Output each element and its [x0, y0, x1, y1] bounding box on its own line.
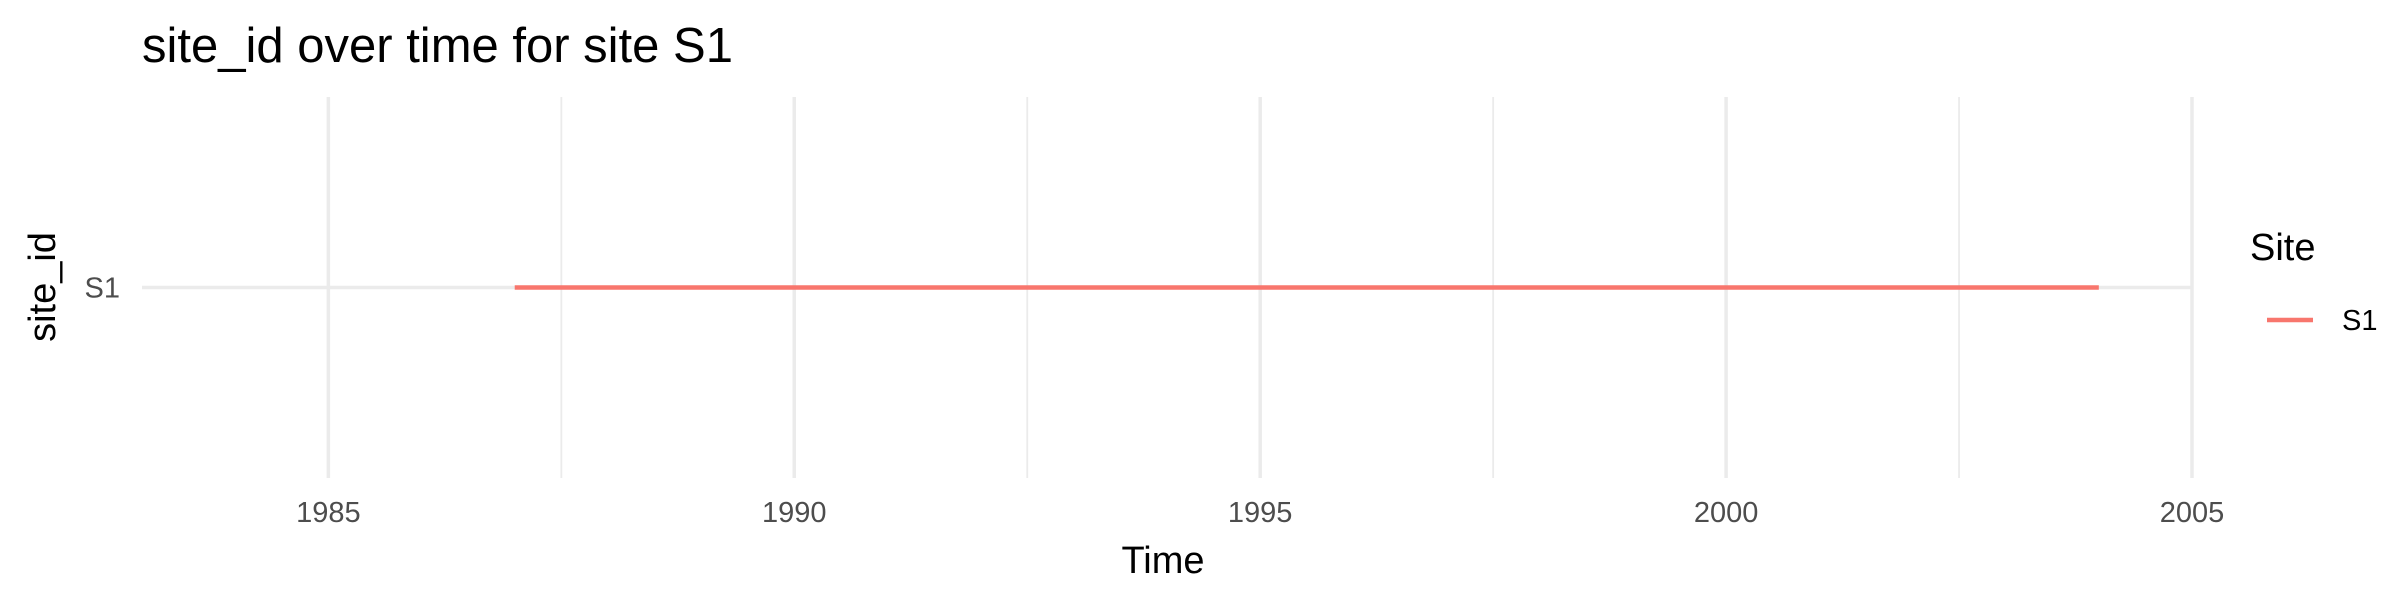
x-tick-label: 2005 [2160, 497, 2225, 529]
legend: Site S1 [2250, 227, 2377, 337]
x-tick-label: 1990 [762, 497, 827, 529]
x-tick-label: 2000 [1694, 497, 1759, 529]
y-axis: S1 [85, 273, 120, 305]
x-tick-label: 1995 [1228, 497, 1293, 529]
legend-label-S1: S1 [2342, 305, 2377, 337]
plot-panel [142, 97, 2194, 478]
legend-title: Site [2250, 227, 2315, 269]
legend-items: S1 [2267, 305, 2377, 337]
x-tick-label: 1985 [296, 497, 361, 529]
y-tick-label: S1 [85, 273, 120, 305]
y-axis-title: site_id [22, 232, 64, 342]
x-axis: 1985 1990 1995 2000 2005 [296, 497, 2224, 529]
x-axis-title: Time [1121, 540, 1204, 582]
chart-title: site_id over time for site S1 [142, 19, 733, 73]
